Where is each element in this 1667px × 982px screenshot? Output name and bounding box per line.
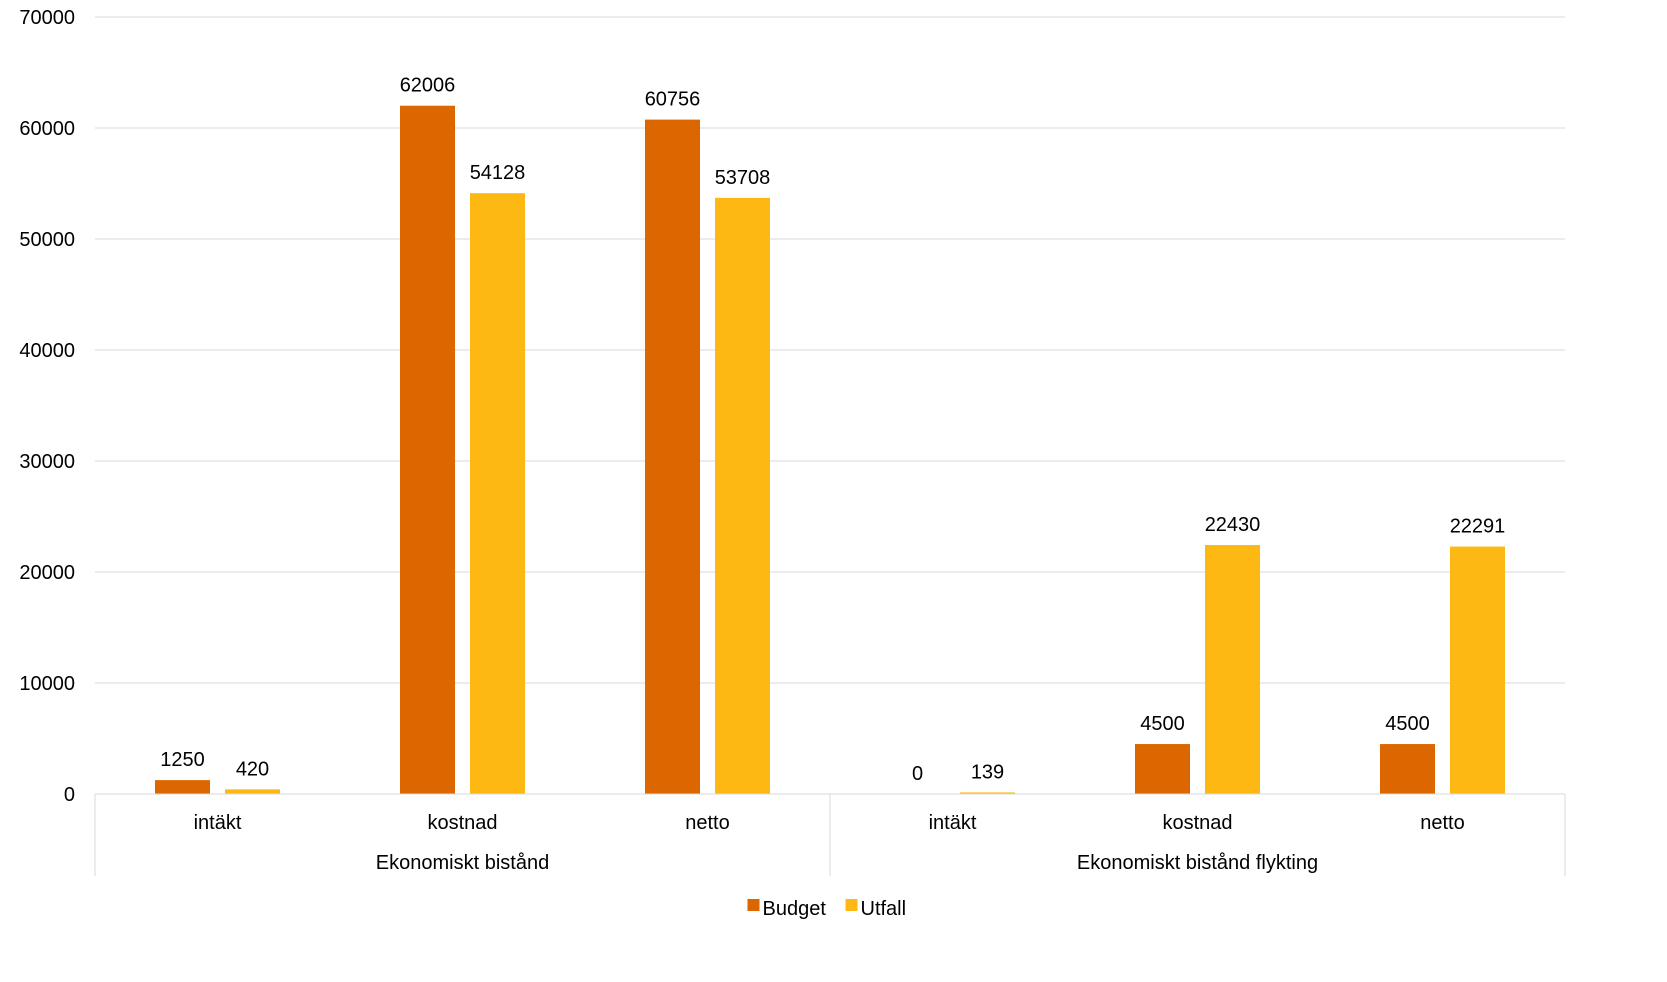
y-tick-label: 70000 bbox=[19, 7, 75, 29]
legend-label-budget: Budget bbox=[763, 898, 827, 920]
bar-utfall-3 bbox=[960, 792, 1015, 794]
bar-budget-1 bbox=[400, 105, 455, 794]
data-label: 139 bbox=[971, 761, 1004, 783]
legend-swatch-utfall bbox=[845, 899, 858, 911]
y-tick-label: 60000 bbox=[19, 118, 75, 140]
y-tick-label: 20000 bbox=[19, 562, 75, 584]
bar-utfall-0 bbox=[225, 789, 280, 794]
x-tick-label: intäkt bbox=[929, 812, 977, 834]
x-tick-label: kostnad bbox=[427, 812, 497, 834]
y-tick-label: 0 bbox=[64, 784, 75, 806]
data-label: 22291 bbox=[1450, 516, 1506, 538]
legend-swatch-budget bbox=[747, 899, 760, 911]
x-tick-label: kostnad bbox=[1162, 812, 1232, 834]
group-label: Ekonomiskt bistånd bbox=[376, 852, 549, 874]
x-tick-label: netto bbox=[1420, 812, 1464, 834]
bar-budget-5 bbox=[1380, 744, 1435, 794]
data-label: 53708 bbox=[715, 167, 771, 189]
x-tick-label: intäkt bbox=[194, 812, 242, 834]
data-label: 54128 bbox=[470, 162, 526, 184]
data-label: 62006 bbox=[400, 75, 456, 97]
data-label: 1250 bbox=[160, 749, 205, 771]
x-tick-label: netto bbox=[685, 812, 729, 834]
bar-utfall-5 bbox=[1450, 546, 1505, 794]
bar-budget-4 bbox=[1135, 744, 1190, 794]
bar-utfall-2 bbox=[715, 197, 770, 795]
y-tick-label: 40000 bbox=[19, 340, 75, 362]
data-label: 4500 bbox=[1140, 713, 1185, 735]
data-label: 22430 bbox=[1205, 514, 1261, 536]
bar-utfall-1 bbox=[470, 193, 525, 794]
data-label: 60756 bbox=[645, 89, 701, 111]
legend-label-utfall: Utfall bbox=[861, 898, 907, 920]
bar-budget-2 bbox=[645, 119, 700, 794]
data-label: 4500 bbox=[1385, 713, 1430, 735]
y-tick-label: 30000 bbox=[19, 451, 75, 473]
y-tick-label: 50000 bbox=[19, 229, 75, 251]
data-label: 420 bbox=[236, 758, 269, 780]
bar-utfall-4 bbox=[1205, 545, 1260, 794]
group-label: Ekonomiskt bistånd flykting bbox=[1077, 852, 1318, 874]
y-tick-label: 10000 bbox=[19, 673, 75, 695]
bar-budget-0 bbox=[155, 780, 210, 794]
data-label: 0 bbox=[912, 763, 923, 785]
